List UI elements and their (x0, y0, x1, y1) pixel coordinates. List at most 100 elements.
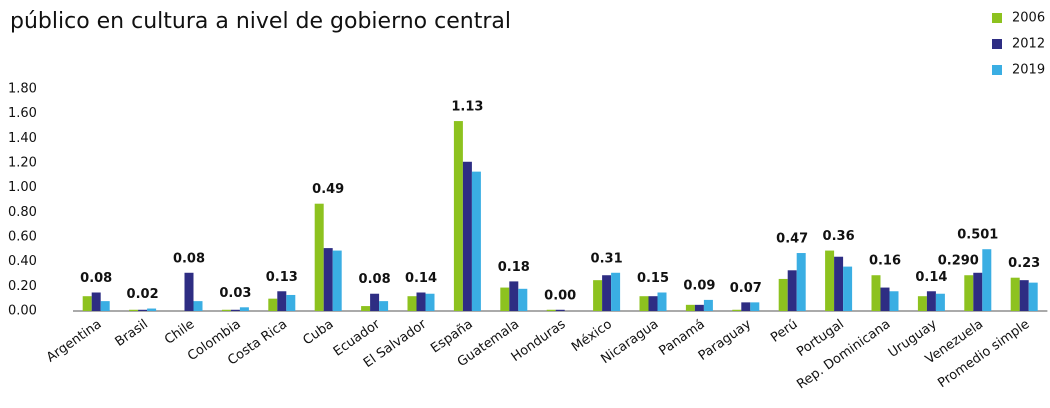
bar (184, 272, 194, 311)
bar (889, 291, 899, 311)
data-label: 0.08 (173, 251, 205, 266)
y-tick-label: 0.20 (8, 279, 37, 294)
legend-swatch (992, 13, 1002, 23)
y-tick-label: 0.80 (8, 205, 37, 220)
bar (193, 301, 203, 311)
x-tick-label: Paraguay (696, 317, 755, 364)
bar (500, 287, 510, 311)
bar (732, 309, 742, 311)
bar (82, 296, 92, 311)
data-label: 0.290 (938, 254, 979, 269)
bar (657, 292, 667, 311)
bar (332, 250, 342, 311)
data-label: 0.00 (544, 288, 576, 303)
bar (964, 275, 974, 311)
bar (471, 171, 481, 311)
bar (277, 291, 287, 311)
bar (129, 309, 139, 311)
data-label: 0.14 (915, 270, 947, 285)
bar (694, 304, 704, 311)
y-tick-label: 0.60 (8, 230, 37, 245)
bar (1028, 282, 1038, 311)
bar (973, 272, 983, 311)
bar (546, 309, 556, 311)
bar (91, 292, 101, 311)
bar (361, 306, 371, 311)
data-label: 0.47 (776, 232, 808, 247)
bar (230, 309, 240, 311)
bar (935, 293, 945, 311)
data-label: 0.31 (591, 251, 623, 266)
data-label: 0.07 (730, 281, 762, 296)
data-label: 0.03 (219, 286, 251, 301)
legend-label: 2019 (1012, 63, 1045, 78)
bar (982, 249, 992, 311)
bar (750, 302, 760, 311)
bar (314, 203, 324, 311)
bar (1010, 277, 1020, 311)
x-tick-label: Perú (768, 317, 800, 346)
bar (825, 250, 835, 311)
data-label: 0.36 (823, 229, 855, 244)
y-tick-label: 1.60 (8, 106, 37, 121)
legend-label: 2012 (1012, 37, 1045, 52)
bar (703, 299, 713, 311)
data-label: 1.13 (451, 100, 483, 115)
legend-label: 2006 (1012, 11, 1045, 26)
x-tick-label: Chile (162, 317, 197, 348)
bar (555, 309, 565, 311)
bar (602, 275, 612, 311)
y-tick-label: 1.20 (8, 156, 37, 171)
bar (611, 272, 621, 311)
bar (239, 307, 249, 311)
bar (425, 293, 435, 311)
bar (787, 270, 797, 311)
bar (926, 291, 936, 311)
y-tick-label: 1.00 (8, 180, 37, 195)
bar (796, 253, 806, 311)
x-tick-label: Cuba (300, 317, 336, 349)
bar (286, 294, 296, 311)
bar (741, 302, 751, 311)
data-label: 0.14 (405, 271, 437, 286)
data-label: 0.23 (1008, 256, 1040, 271)
bar (416, 292, 426, 311)
bar (323, 248, 333, 311)
bar (843, 266, 853, 311)
data-label: 0.13 (266, 270, 298, 285)
bar (834, 256, 844, 311)
bar (648, 296, 658, 311)
bar (370, 293, 380, 311)
data-label: 0.501 (957, 228, 998, 243)
chart-title: público en cultura a nivel de gobierno c… (10, 9, 511, 34)
x-tick-label: Brasil (113, 317, 151, 350)
data-label: 0.09 (683, 278, 715, 293)
legend-swatch (992, 39, 1002, 49)
data-label: 0.08 (359, 272, 391, 287)
bar (509, 281, 519, 311)
y-tick-label: 0.00 (8, 304, 37, 319)
bar (100, 301, 110, 311)
bar (778, 278, 788, 311)
y-tick-label: 1.40 (8, 131, 37, 146)
y-tick-label: 0.40 (8, 254, 37, 269)
bar (379, 301, 389, 311)
bar (871, 275, 881, 311)
bar (685, 304, 695, 311)
bar (1019, 280, 1029, 311)
bar (268, 298, 278, 311)
bar (453, 121, 463, 311)
data-label: 0.16 (869, 254, 901, 269)
data-label: 0.02 (127, 287, 159, 302)
bar (518, 288, 528, 311)
data-label: 0.49 (312, 182, 344, 197)
bar (917, 296, 927, 311)
legend-swatch (992, 65, 1002, 75)
bar (462, 161, 472, 311)
x-tick-label: Argentina (44, 317, 105, 366)
bar (593, 280, 603, 311)
bar (639, 296, 649, 311)
y-tick-label: 1.80 (8, 82, 37, 97)
data-label: 0.15 (637, 271, 669, 286)
